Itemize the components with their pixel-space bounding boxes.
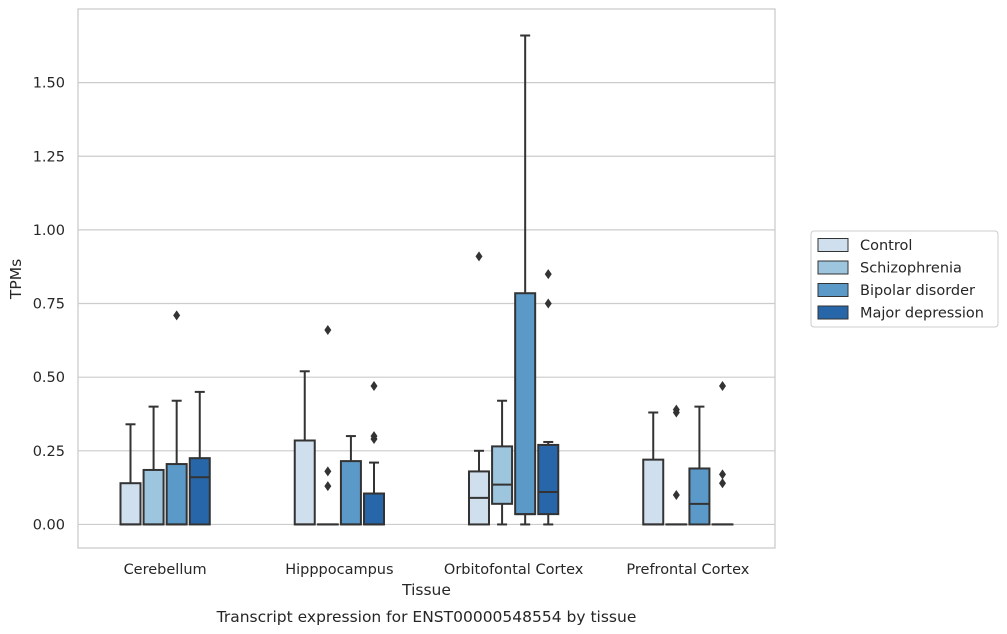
- outlier-point: [475, 251, 483, 262]
- outlier-point: [324, 466, 332, 477]
- box-iqr: [119, 482, 142, 526]
- box-iqr: [491, 445, 514, 505]
- outlier-point: [370, 381, 378, 392]
- box-schizophrenia: [665, 404, 688, 526]
- outlier-point: [719, 478, 727, 489]
- outlier-point: [370, 431, 378, 442]
- box-iqr: [339, 460, 362, 526]
- outlier-point: [719, 381, 727, 392]
- box-control: [119, 423, 142, 526]
- x-tick-labels: Cerebellum Hipppocampus Orbitofontal Corte…: [124, 562, 750, 578]
- legend-swatch: [817, 238, 849, 252]
- plot-area-frame: [77, 8, 776, 549]
- legend-item: Major depression: [817, 305, 984, 322]
- y-axis-label: TPMs: [7, 259, 25, 300]
- x-axis-label: Tissue: [401, 581, 451, 599]
- box-bipolar-disorder: [514, 34, 537, 526]
- outlier-point: [719, 469, 727, 480]
- y-tick-label: 1.00: [33, 223, 65, 239]
- chart-caption: Transcript expression for ENST0000054855…: [216, 608, 637, 626]
- box-iqr: [363, 492, 386, 526]
- boxes: [119, 34, 734, 526]
- y-tick-label: 0.25: [33, 444, 65, 460]
- box-control: [467, 251, 490, 526]
- box-schizophrenia: [316, 325, 339, 526]
- box-iqr: [142, 468, 165, 526]
- legend-item: Bipolar disorder: [817, 283, 975, 299]
- legend-label: Control: [860, 238, 912, 254]
- y-tick-label: 0.75: [33, 297, 65, 313]
- legend-frame: [810, 230, 999, 328]
- box-bipolar-disorder: [688, 405, 711, 526]
- y-tick-label: 1.25: [33, 149, 65, 165]
- box-iqr: [514, 292, 537, 516]
- legend-swatch: [817, 283, 849, 297]
- outlier-point: [173, 310, 181, 321]
- y-tick-label: 1.50: [33, 76, 65, 92]
- box-major-depression: [711, 381, 734, 526]
- outlier-point: [672, 489, 680, 500]
- box-control: [293, 370, 316, 526]
- legend-swatch: [817, 305, 849, 320]
- outlier-point: [324, 325, 332, 336]
- legend-label: Major depression: [860, 306, 984, 322]
- y-tick-label: 0.50: [33, 370, 65, 386]
- x-tick-label: Hipppocampus: [285, 562, 393, 578]
- box-iqr: [537, 443, 560, 516]
- box-schizophrenia: [491, 399, 514, 526]
- legend: Control Schizophrenia Bipolar disorder Majo…: [810, 230, 999, 328]
- box-bipolar-disorder: [165, 310, 188, 526]
- box-iqr: [188, 457, 211, 526]
- outlier-point: [544, 298, 552, 309]
- box-major-depression: [188, 390, 211, 526]
- gridlines: [78, 82, 775, 526]
- x-tick-label: Orbitofontal Cortex: [444, 562, 584, 578]
- box-iqr: [688, 467, 711, 526]
- box-bipolar-disorder: [339, 435, 362, 526]
- y-tick-label: 0.00: [33, 517, 65, 533]
- legend-swatch: [817, 260, 849, 275]
- legend-label: Bipolar disorder: [860, 283, 975, 299]
- x-tick-label: Prefrontal Cortex: [626, 562, 749, 578]
- box-iqr: [642, 458, 665, 526]
- box-iqr: [293, 439, 316, 526]
- legend-item: Schizophrenia: [817, 260, 962, 277]
- box-major-depression: [537, 269, 560, 526]
- outlier-point: [324, 481, 332, 492]
- y-tick-labels: 0.00 0.25 0.50 0.75 1.00 1.25 1.50: [33, 76, 65, 534]
- outlier-point: [672, 404, 680, 415]
- legend-label: Schizophrenia: [860, 261, 962, 277]
- box-schizophrenia: [142, 405, 165, 526]
- x-tick-label: Cerebellum: [124, 562, 207, 578]
- outlier-point: [544, 269, 552, 280]
- legend-item: Control: [817, 238, 912, 254]
- box-iqr: [165, 463, 188, 526]
- box-control: [642, 411, 665, 526]
- box-major-depression: [363, 381, 386, 526]
